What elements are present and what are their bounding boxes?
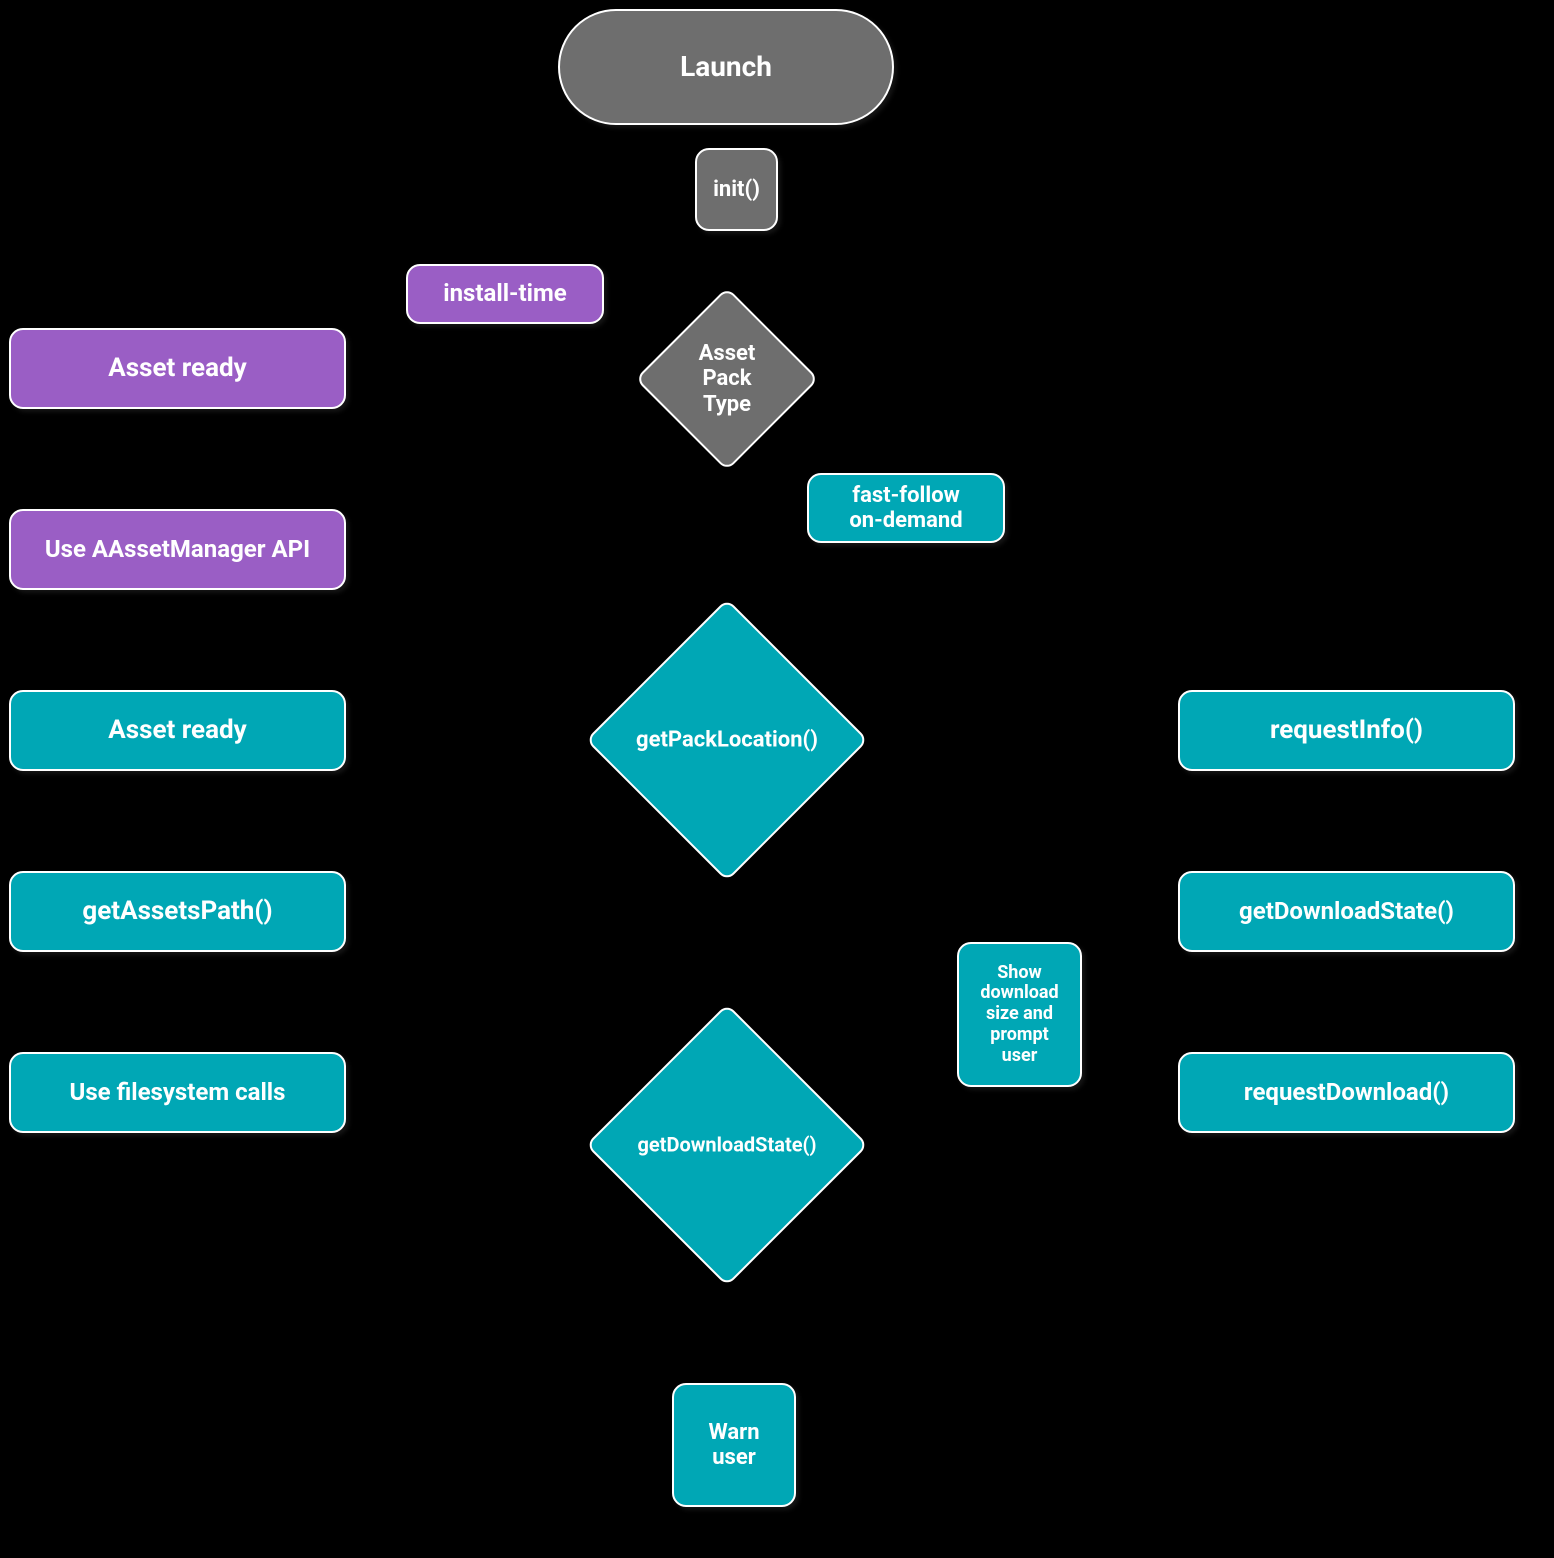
node-label: requestInfo() — [1270, 716, 1423, 746]
node-label: Show download size and prompt user — [980, 963, 1058, 1066]
node-launch: Launch — [558, 9, 894, 125]
node-get-assets-path: getAssetsPath() — [9, 871, 346, 952]
node-warn-user: Warn user — [672, 1383, 796, 1507]
node-label: getDownloadState() — [637, 1134, 816, 1157]
node-label: requestDownload() — [1244, 1079, 1449, 1107]
node-label: install-time — [443, 280, 566, 308]
edge-label-install-time: install-time — [406, 264, 604, 324]
node-label: fast-follow on-demand — [849, 483, 962, 534]
node-label: Use filesystem calls — [70, 1079, 286, 1107]
node-label: getAssetsPath() — [82, 897, 272, 927]
node-use-aassetmanager: Use AAssetManager API — [9, 509, 346, 590]
node-label: Warn user — [708, 1420, 759, 1471]
node-request-download: requestDownload() — [1178, 1052, 1515, 1133]
node-label: Asset Pack Type — [699, 341, 756, 417]
node-asset-ready-purple: Asset ready — [9, 328, 346, 409]
node-label: init() — [713, 177, 760, 202]
node-request-info: requestInfo() — [1178, 690, 1515, 771]
node-use-filesystem: Use filesystem calls — [9, 1052, 346, 1133]
node-init: init() — [695, 148, 778, 231]
node-label: Asset ready — [108, 354, 246, 384]
node-label: Launch — [680, 51, 772, 83]
node-show-download-size: Show download size and prompt user — [957, 942, 1082, 1087]
node-label: Asset ready — [108, 716, 246, 746]
flowchart-canvas: Launch init() install-time Asset Pack Ty… — [0, 0, 1554, 1558]
node-label: Use AAssetManager API — [45, 536, 310, 564]
node-label: getPackLocation() — [636, 727, 818, 752]
edge-label-fast-follow: fast-follow on-demand — [807, 473, 1005, 543]
node-label: getDownloadState() — [1239, 898, 1454, 926]
node-asset-ready-teal: Asset ready — [9, 690, 346, 771]
node-get-download-state-right: getDownloadState() — [1178, 871, 1515, 952]
